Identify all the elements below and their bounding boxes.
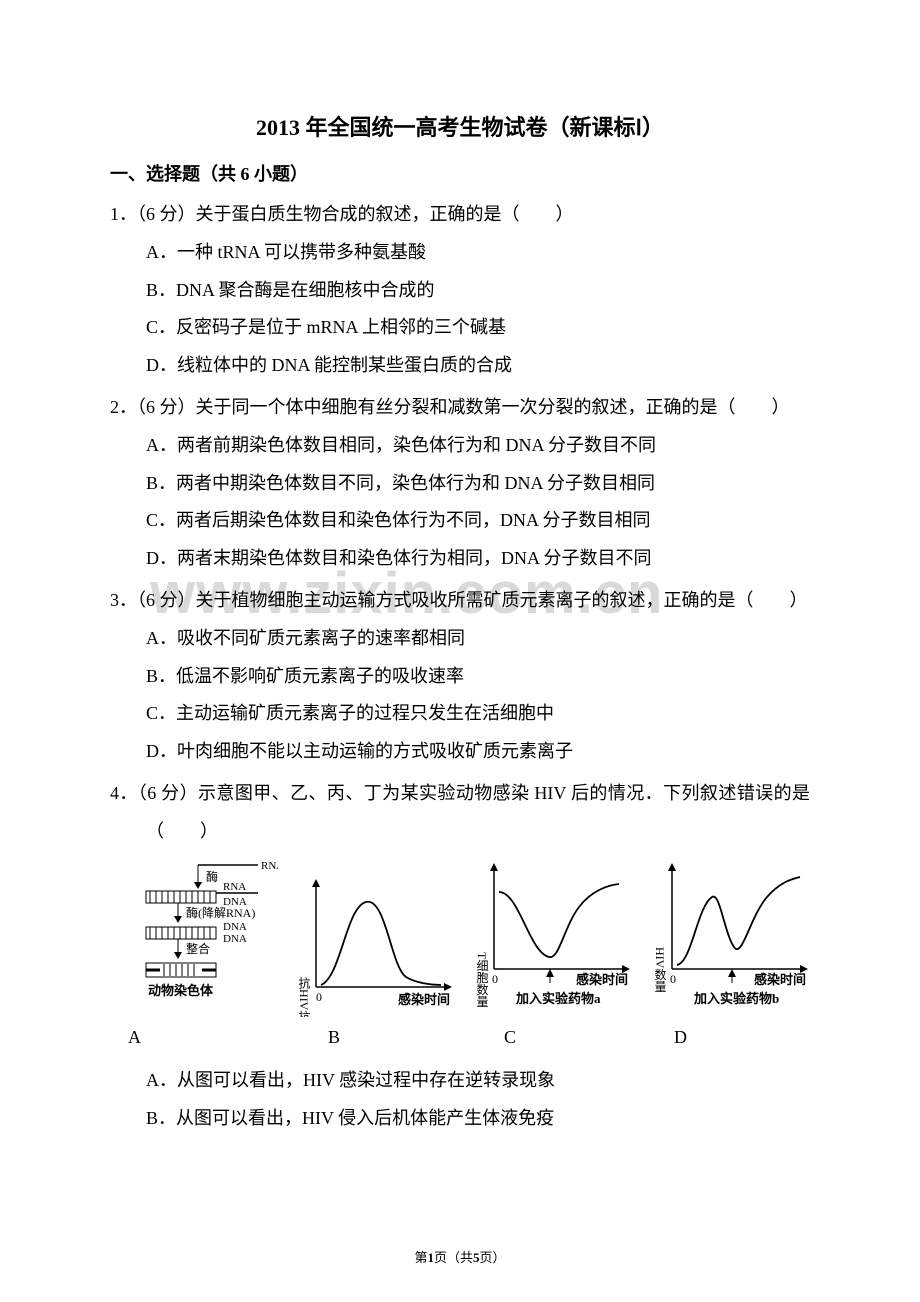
figD-zero: 0 xyxy=(670,972,676,986)
hatch-box-1 xyxy=(146,891,216,903)
footer-mid: 页（共 xyxy=(434,1250,473,1265)
section-heading: 一、选择题（共 6 小题） xyxy=(110,160,810,186)
figC-ylabel: T细胞数量 xyxy=(475,952,489,1007)
q3-option-b: B．低温不影响矿质元素离子的吸收速率 xyxy=(110,658,810,696)
figA-integrate: 整合 xyxy=(186,941,210,956)
figD-ylabel: HIV数量 xyxy=(653,947,667,992)
q1-option-d: D．线粒体中的 DNA 能控制某些蛋白质的合成 xyxy=(110,347,810,385)
figD-caption: 加入实验药物b xyxy=(693,991,779,1006)
q2-option-d: D．两者末期染色体数目和染色体行为相同，DNA 分子数目不同 xyxy=(110,540,810,578)
q4-option-b: B．从图可以看出，HIV 侵入后机体能产生体液免疫 xyxy=(110,1100,810,1138)
q3-option-a: A．吸收不同矿质元素离子的速率都相同 xyxy=(110,620,810,658)
q3-option-c: C．主动运输矿质元素离子的过程只发生在活细胞中 xyxy=(110,695,810,733)
q3-stem: 3．（6 分）关于植物细胞主动运输方式吸收所需矿质元素离子的叙述，正确的是（ ） xyxy=(110,582,810,620)
figA-chrom: 动物染色体 xyxy=(148,983,214,998)
q3-option-d: D．叶肉细胞不能以主动运输的方式吸收矿质元素离子 xyxy=(110,733,810,771)
footer-suffix: 页） xyxy=(480,1250,506,1265)
figA-enzyme2: 酶(降解RNA) xyxy=(186,905,255,920)
figure-b-chart: 抗HIV抗体水平 0 感染时间 xyxy=(286,867,456,1017)
q2-option-b: B．两者中期染色体数目不同，染色体行为和 DNA 分子数目相同 xyxy=(110,465,810,503)
figA-rna: RNA xyxy=(261,860,278,872)
q1-option-a: A．一种 tRNA 可以携带多种氨基酸 xyxy=(110,234,810,272)
figB-ylabel: 抗HIV抗体水平 xyxy=(297,975,311,1016)
q4-figure-labels: A B C D xyxy=(128,1019,810,1057)
figC-caption: 加入实验药物a xyxy=(515,991,601,1006)
figA-enzyme: 酶 xyxy=(206,869,218,884)
figA-dna3: DNA xyxy=(223,933,247,945)
figC-zero: 0 xyxy=(492,972,498,986)
q1-option-b: B．DNA 聚合酶是在细胞核中合成的 xyxy=(110,272,810,310)
figC-xlabel: 感染时间 xyxy=(576,972,628,987)
q2-option-c: C．两者后期染色体数目和染色体行为不同，DNA 分子数目相同 xyxy=(110,502,810,540)
hatch-box-2 xyxy=(146,927,216,939)
figB-zero: 0 xyxy=(316,990,322,1004)
q4-option-a: A．从图可以看出，HIV 感染过程中存在逆转录现象 xyxy=(110,1062,810,1100)
figure-c-chart: T细胞数量 0 感染时间 加入实验药物a xyxy=(464,857,634,1017)
q1-option-c: C．反密码子是位于 mRNA 上相邻的三个碱基 xyxy=(110,309,810,347)
figure-a-diagram: RNA 酶 xyxy=(128,857,278,1017)
footer-prefix: 第 xyxy=(414,1250,427,1265)
page-title: 2013 年全国统一高考生物试卷（新课标Ⅰ） xyxy=(110,110,810,142)
q1-stem: 1．（6 分）关于蛋白质生物合成的叙述，正确的是（ ） xyxy=(110,196,810,234)
figA-dna2: DNA xyxy=(223,921,247,933)
q4-stem: 4．（6 分）示意图甲、乙、丙、丁为某实验动物感染 HIV 后的情况．下列叙述错… xyxy=(110,775,810,851)
q4-label-b: B xyxy=(178,1019,494,1057)
page-footer: 第1页（共5页） xyxy=(0,1247,920,1266)
figA-rna2: RNA xyxy=(223,881,246,893)
q4-label-d: D xyxy=(664,1019,687,1057)
q2-option-a: A．两者前期染色体数目相同，染色体行为和 DNA 分子数目不同 xyxy=(110,427,810,465)
q4-figure-row: RNA 酶 xyxy=(128,857,810,1017)
figure-d-chart: HIV数量 0 感染时间 加入实验药物b xyxy=(642,857,812,1017)
figD-xlabel: 感染时间 xyxy=(754,972,806,987)
figB-xlabel: 感染时间 xyxy=(398,992,450,1007)
q4-label-c: C xyxy=(494,1019,664,1057)
q4-label-a: A xyxy=(128,1019,178,1057)
q2-stem: 2．（6 分）关于同一个体中细胞有丝分裂和减数第一次分裂的叙述，正确的是（ ） xyxy=(110,389,810,427)
